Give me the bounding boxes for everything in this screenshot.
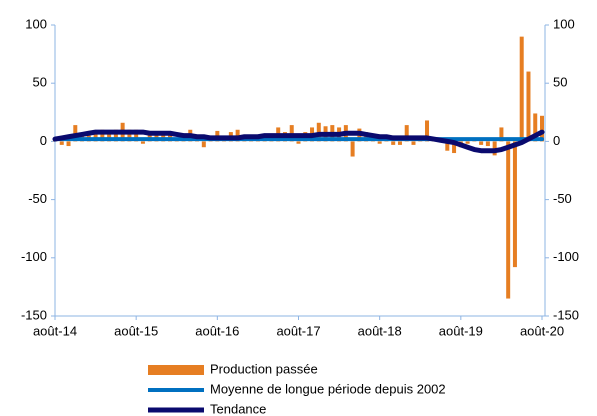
y2-tick-label: 0: [553, 133, 560, 148]
y-tick-label: 0: [40, 133, 47, 148]
bar: [445, 141, 450, 151]
line: [52, 129, 545, 154]
bar: [93, 132, 98, 142]
x-tick-label: août-17: [276, 323, 320, 338]
bar: [485, 141, 490, 147]
bar: [512, 141, 517, 268]
x-tick-label: août-20: [520, 323, 564, 338]
bar: [397, 141, 402, 145]
bar: [127, 129, 132, 142]
bar: [66, 141, 71, 147]
bar: [161, 132, 166, 142]
y-tick-label: 100: [25, 16, 47, 31]
bar: [100, 129, 105, 142]
legend-label: Tendance: [210, 401, 266, 416]
x-tick-label: août-19: [439, 323, 483, 338]
y2-tick-label: -50: [553, 191, 572, 206]
bar: [391, 141, 396, 145]
bar: [296, 141, 301, 144]
bar: [377, 141, 382, 144]
bar: [533, 113, 538, 142]
y-tick-label: 50: [33, 75, 47, 90]
bar: [113, 129, 118, 142]
bar: [411, 141, 416, 145]
y-tick-label: -100: [21, 249, 47, 264]
y2-tick-label: 100: [553, 16, 575, 31]
y2-tick-label: -100: [553, 249, 579, 264]
bar: [140, 141, 145, 144]
bar: [59, 141, 64, 145]
y-tick-label: -150: [21, 307, 47, 322]
legend-swatch: [148, 365, 204, 375]
bar: [350, 141, 355, 157]
x-tick-label: août-15: [114, 323, 158, 338]
bar: [519, 36, 524, 142]
y-tick-label: -50: [28, 191, 47, 206]
bar: [201, 141, 206, 148]
bar: [167, 132, 172, 142]
bar: [465, 141, 470, 144]
bar: [107, 132, 112, 142]
bar: [134, 129, 139, 142]
bar: [452, 141, 457, 154]
bar: [499, 127, 504, 142]
bar: [425, 120, 430, 142]
bar: [147, 132, 152, 142]
bar: [479, 141, 484, 145]
x-tick-label: août-18: [358, 323, 402, 338]
bar: [506, 141, 511, 299]
y2-tick-label: 50: [553, 75, 567, 90]
y2-tick-label: -150: [553, 307, 579, 322]
bar: [540, 115, 544, 142]
x-tick-label: août-16: [195, 323, 239, 338]
bar: [404, 125, 409, 142]
x-tick-label: août-14: [33, 323, 77, 338]
legend-label: Moyenne de longue période depuis 2002: [210, 381, 446, 396]
bar: [526, 71, 531, 142]
legend-label: Production passée: [210, 361, 318, 376]
